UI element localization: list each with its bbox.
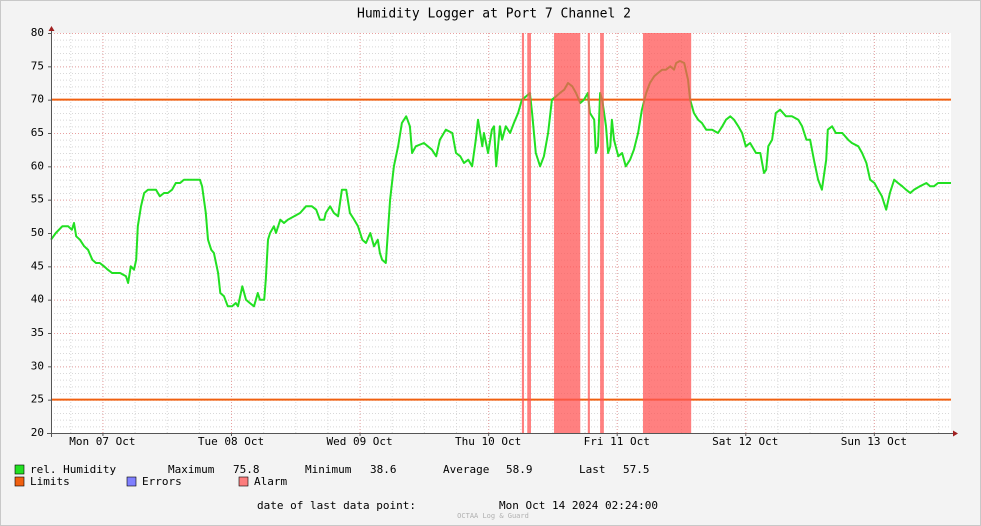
footer-value: Mon Oct 14 2024 02:24:00 xyxy=(499,499,658,512)
x-tick-label: Tue 08 Oct xyxy=(198,435,264,448)
alarm-band xyxy=(587,33,590,433)
x-tick-label: Wed 09 Oct xyxy=(326,435,392,448)
stat-label: Maximum xyxy=(168,463,215,476)
legend-swatch xyxy=(126,476,137,487)
y-tick-label: 35 xyxy=(31,326,44,339)
legend-swatch xyxy=(14,464,25,475)
legend-label: Limits xyxy=(30,475,70,488)
alarm-band xyxy=(642,33,692,433)
alarm-band xyxy=(600,33,604,433)
stat-label: Last xyxy=(579,463,606,476)
footer-label: date of last data point: xyxy=(257,499,416,512)
legend-label: Alarm xyxy=(254,475,287,488)
stat-value: 38.6 xyxy=(370,463,397,476)
x-tick-label: Sun 13 Oct xyxy=(841,435,907,448)
y-tick-label: 65 xyxy=(31,126,44,139)
x-tick-label: Sat 12 Oct xyxy=(712,435,778,448)
stat-value: 57.5 xyxy=(623,463,650,476)
stat-value: 58.9 xyxy=(506,463,533,476)
legend-swatch xyxy=(238,476,249,487)
chart-title: Humidity Logger at Port 7 Channel 2 xyxy=(357,7,631,22)
x-axis-arrow xyxy=(953,430,958,437)
alarm-band xyxy=(527,33,531,433)
x-tick-label: Fri 11 Oct xyxy=(584,435,650,448)
legend-label: rel. Humidity xyxy=(30,463,116,476)
stat-label: Minimum xyxy=(305,463,352,476)
y-tick-label: 50 xyxy=(31,226,44,239)
alarm-band xyxy=(554,33,581,433)
watermark: OCTAA Log & Guard xyxy=(457,512,529,520)
stat-value: 75.8 xyxy=(233,463,260,476)
y-tick-label: 25 xyxy=(31,393,44,406)
y-tick-label: 60 xyxy=(31,159,44,172)
stat-label: Average xyxy=(443,463,489,476)
y-axis-arrow xyxy=(48,26,55,31)
alarm-band xyxy=(521,33,525,433)
x-tick-label: Mon 07 Oct xyxy=(69,435,135,448)
y-tick-label: 75 xyxy=(31,59,44,72)
y-tick-label: 20 xyxy=(31,426,44,439)
legend-swatch xyxy=(14,476,25,487)
legend-label: Errors xyxy=(142,475,182,488)
y-tick-label: 70 xyxy=(31,93,44,106)
y-tick-label: 30 xyxy=(31,359,44,372)
y-tick-label: 80 xyxy=(31,26,44,39)
y-tick-label: 40 xyxy=(31,293,44,306)
data-line xyxy=(50,60,951,308)
x-tick-label: Thu 10 Oct xyxy=(455,435,521,448)
y-tick-label: 45 xyxy=(31,259,44,272)
y-tick-label: 55 xyxy=(31,193,44,206)
